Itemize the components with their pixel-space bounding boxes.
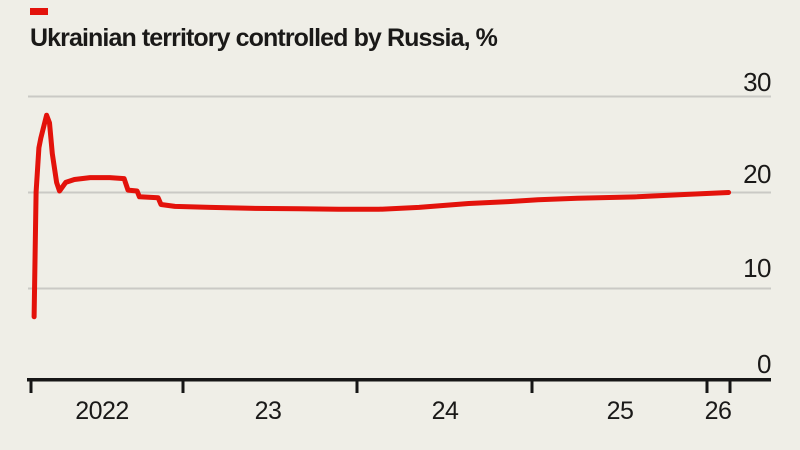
x-tick-2024 (355, 380, 359, 393)
gridline-30 (28, 95, 771, 98)
y-axis-label-0: 0 (757, 349, 771, 379)
x-axis-label-23: 23 (254, 397, 282, 425)
brand-red-tab (30, 8, 48, 15)
gridlines (28, 95, 771, 290)
x-axis-label-24: 24 (431, 397, 459, 425)
x-axis-ticks (29, 380, 732, 393)
x-tick-2023 (181, 380, 185, 393)
x-tick-start (29, 380, 33, 393)
gridline-10 (28, 287, 771, 290)
series-line-territory (31, 112, 732, 320)
gridline-20 (28, 191, 771, 194)
x-tick-2026 (705, 380, 709, 393)
y-axis-label-30: 30 (743, 67, 771, 97)
y-axis-label-20: 20 (743, 159, 771, 189)
x-axis-label-25: 25 (606, 397, 634, 425)
x-axis-line (27, 378, 771, 382)
x-tick-end (728, 380, 732, 393)
chart-title: Ukrainian territory controlled by Russia… (30, 24, 498, 52)
x-axis-label-26: 26 (704, 397, 732, 425)
y-axis-label-10: 10 (743, 253, 771, 283)
x-axis-label-2022: 2022 (75, 397, 129, 425)
x-tick-2025 (530, 380, 534, 393)
